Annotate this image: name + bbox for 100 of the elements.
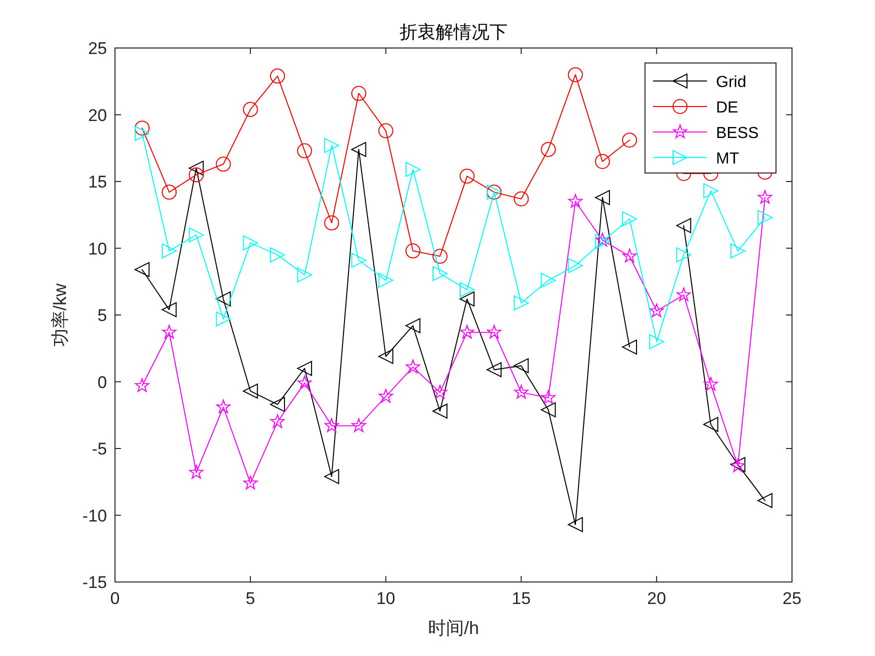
point [758, 190, 772, 204]
point [351, 142, 366, 157]
y-tick-label: 0 [98, 372, 107, 392]
point [568, 194, 583, 208]
x-tick-label: 20 [647, 589, 666, 608]
point [703, 416, 718, 432]
x-axis-title: 时间/h [428, 618, 480, 638]
point [514, 358, 529, 374]
x-tick-label: 15 [512, 589, 531, 608]
point [188, 227, 204, 242]
point [188, 160, 204, 176]
point [622, 132, 638, 148]
point [432, 404, 448, 419]
y-tick-label: -15 [82, 573, 107, 592]
point [676, 247, 692, 262]
point [216, 156, 231, 172]
point [378, 348, 394, 364]
point [514, 295, 529, 310]
point [297, 143, 312, 158]
point [622, 340, 638, 355]
point [540, 142, 556, 157]
point [460, 282, 475, 298]
point [297, 376, 312, 390]
y-tick-label: -5 [92, 440, 107, 458]
point [568, 517, 583, 532]
point [216, 400, 230, 414]
point [703, 183, 718, 198]
point [351, 86, 366, 101]
x-tick-label: 25 [782, 589, 802, 608]
y-axis-title: 功率/kw [50, 282, 70, 346]
point [676, 218, 692, 234]
point [352, 418, 366, 432]
y-tick-label: 15 [88, 172, 107, 192]
chart-title: 折衷解情况下 [400, 22, 508, 42]
point [594, 190, 610, 206]
point [162, 324, 176, 339]
x-tick-label: 10 [376, 589, 396, 608]
x-tick-label: 5 [246, 589, 256, 608]
y-tick-label: 10 [88, 239, 107, 258]
point [432, 384, 448, 399]
point [242, 235, 258, 250]
point [757, 493, 772, 508]
legend-label: DE [716, 100, 738, 116]
point [486, 324, 502, 339]
point [676, 287, 691, 302]
point [568, 258, 583, 274]
point [622, 248, 637, 262]
point [622, 211, 638, 226]
point [188, 167, 204, 182]
point [568, 67, 583, 82]
point [514, 191, 529, 206]
point [378, 272, 394, 288]
y-tick-label: -10 [82, 506, 107, 526]
point [406, 360, 420, 374]
point [162, 243, 177, 258]
point [324, 418, 339, 432]
point [405, 318, 420, 334]
point [405, 243, 420, 258]
point [242, 384, 258, 399]
point [324, 215, 340, 230]
point [757, 210, 772, 226]
point [432, 266, 448, 282]
point [460, 168, 475, 184]
point [351, 252, 366, 268]
point [486, 362, 502, 378]
point [216, 291, 231, 306]
point [134, 262, 150, 278]
point [270, 396, 285, 412]
point [540, 272, 556, 288]
y-tick-label: 5 [98, 306, 107, 325]
point [460, 324, 474, 339]
point [432, 248, 448, 264]
y-tick-label: 20 [88, 106, 107, 125]
point [649, 334, 664, 350]
point [162, 302, 177, 318]
point [324, 469, 340, 484]
point [270, 414, 285, 428]
point [189, 465, 204, 479]
point [649, 303, 664, 318]
legend-label: Grid [716, 74, 746, 91]
point [134, 120, 150, 136]
point [216, 312, 231, 327]
point [541, 390, 556, 404]
point [378, 388, 393, 403]
point [134, 126, 150, 141]
x-tick-label: 0 [110, 589, 120, 608]
point [134, 378, 150, 392]
point [243, 476, 258, 490]
point [704, 376, 718, 391]
point [514, 384, 528, 399]
point [324, 138, 340, 153]
legend-label: BESS [716, 125, 759, 142]
point [595, 232, 610, 246]
point [594, 234, 610, 250]
point [405, 162, 420, 177]
y-tick-label: 25 [88, 39, 107, 58]
point [270, 247, 285, 262]
point [730, 243, 746, 258]
legend-label: MT [716, 150, 740, 168]
point [297, 267, 312, 282]
